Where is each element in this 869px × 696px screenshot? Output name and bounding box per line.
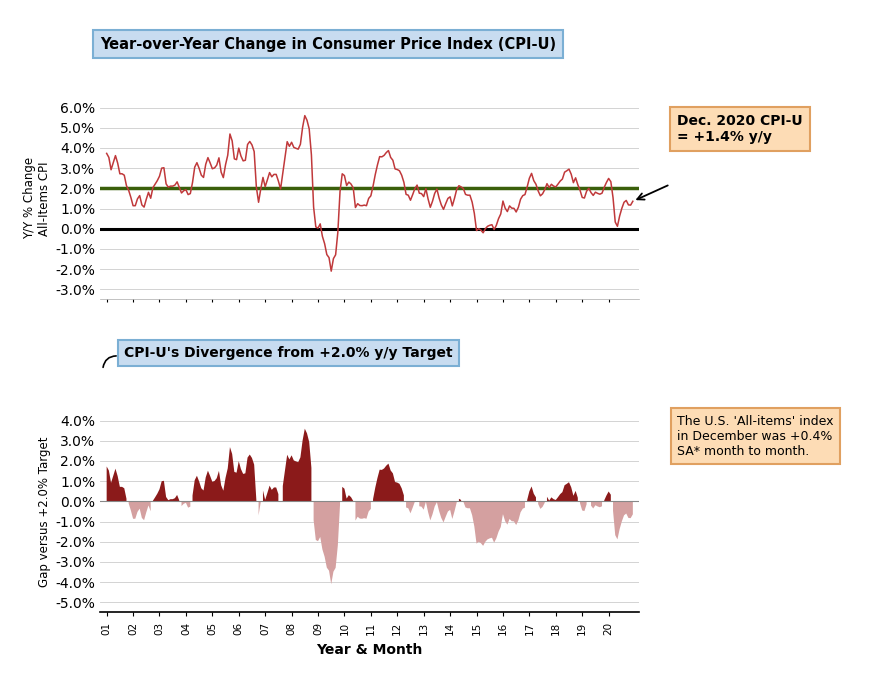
Text: Dec. 2020 CPI-U
= +1.4% y/y: Dec. 2020 CPI-U = +1.4% y/y [676,113,802,144]
X-axis label: Year & Month: Year & Month [316,643,422,657]
Text: CPI-U's Divergence from +2.0% y/y Target: CPI-U's Divergence from +2.0% y/y Target [124,346,453,360]
Text: Year-over-Year Change in Consumer Price Index (CPI-U): Year-over-Year Change in Consumer Price … [100,37,555,52]
Y-axis label: Y/Y % Change
All-Items CPI: Y/Y % Change All-Items CPI [23,157,51,239]
Y-axis label: Gap versus +2.0% Target: Gap versus +2.0% Target [38,436,51,587]
Text: The U.S. 'All-items' index
in December was +0.4%
SA* month to month.: The U.S. 'All-items' index in December w… [676,415,833,457]
